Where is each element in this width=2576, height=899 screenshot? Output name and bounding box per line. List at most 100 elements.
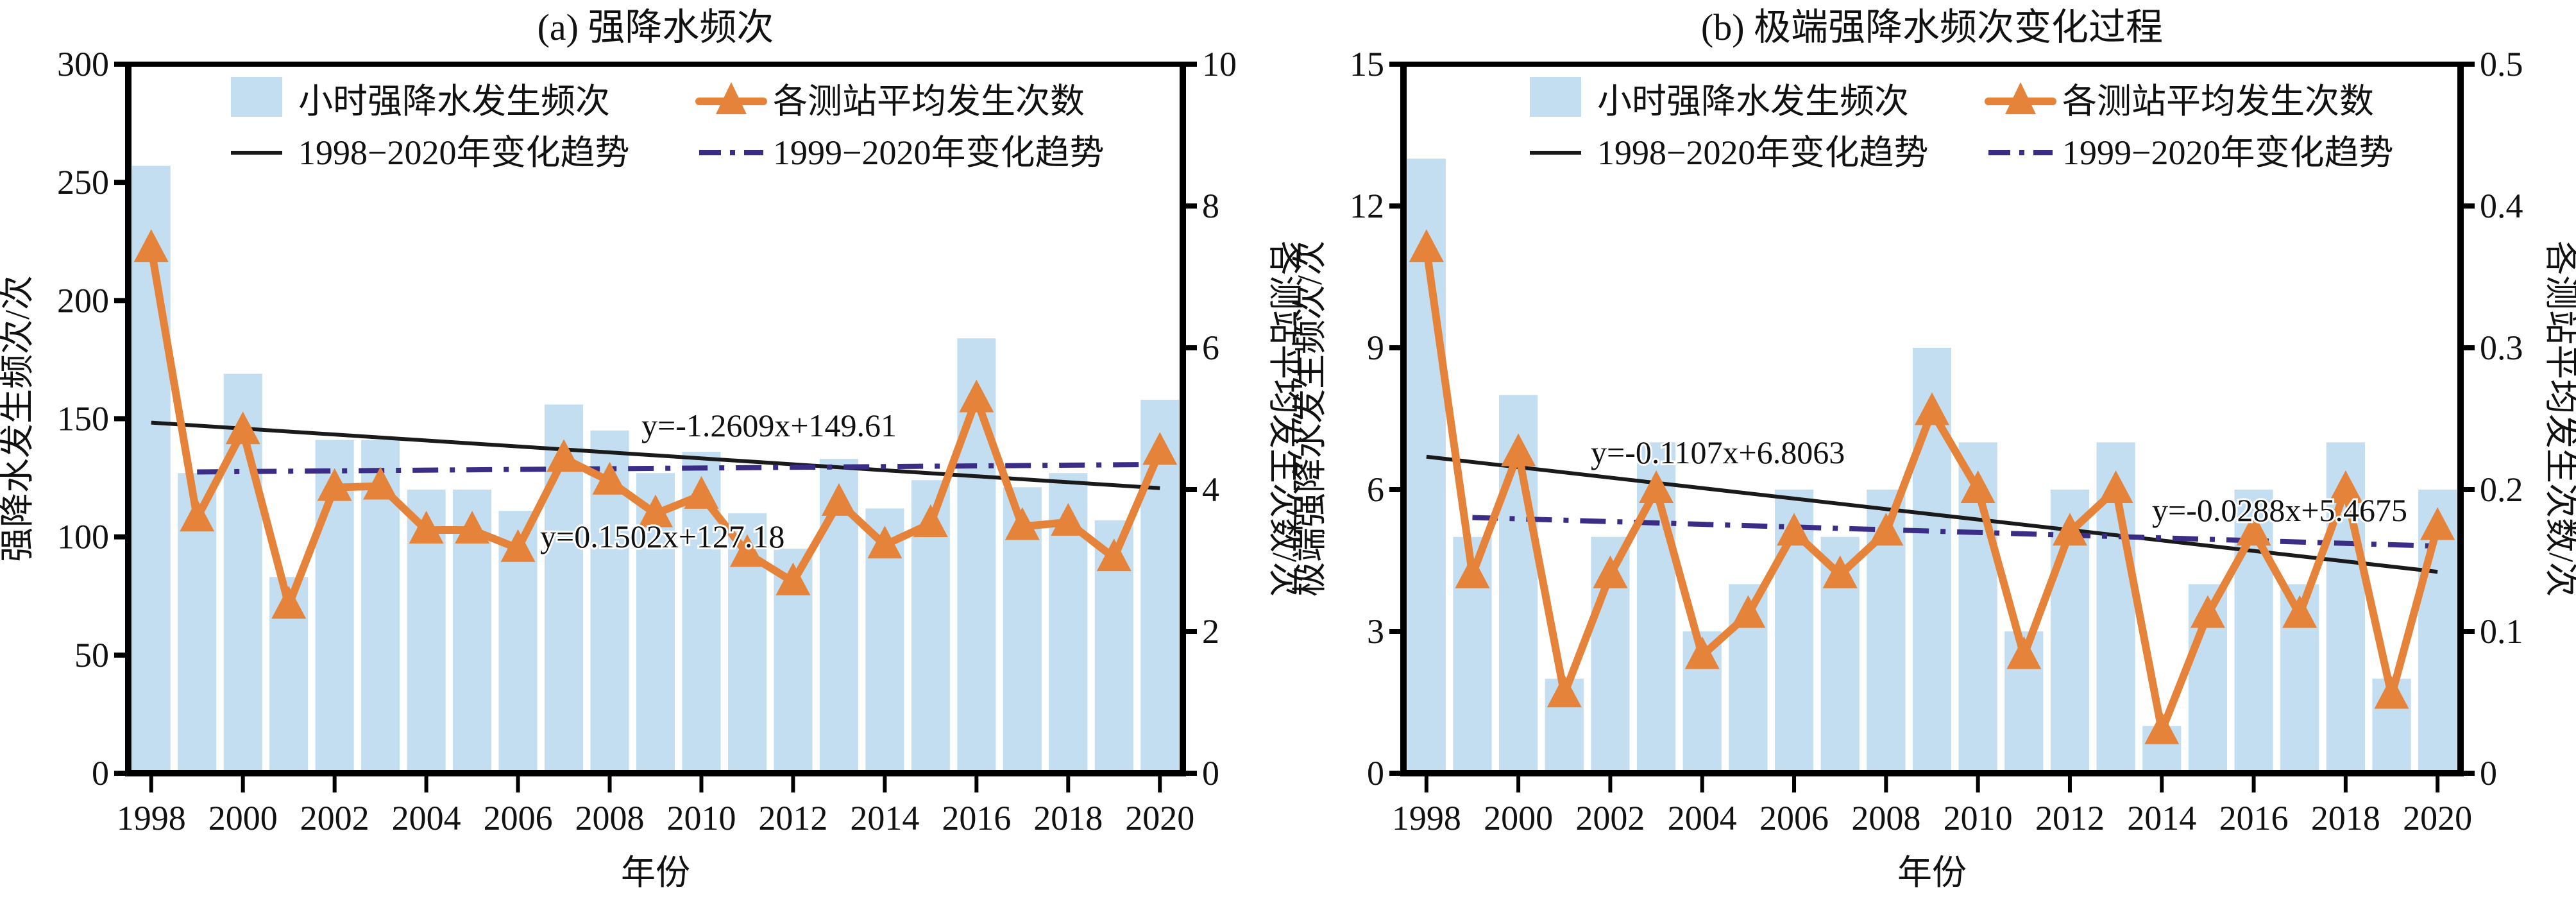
point-2010 [684,475,719,509]
chart-title: (a) 强降水频次 [538,6,774,48]
point-2002 [317,468,352,501]
x-tick-label: 2008 [575,799,645,837]
point-2005 [455,510,490,544]
point-2012 [775,562,811,595]
point-2018 [2328,470,2363,503]
point-2013 [2098,470,2133,503]
point-2004 [1684,636,1720,669]
x-tick-label: 2014 [2127,799,2196,837]
y2-tick-label: 4 [1202,470,1219,509]
y-tick-label: 200 [57,281,109,320]
point-2001 [1546,674,1582,708]
chart-b: (b) 极端强降水频次变化过程 y=-0.1107x+6.8063 y=-0.028… [1291,6,2576,892]
y-axis-title: 极端强降水发生频次/次 [1291,241,1329,597]
point-1999 [1455,555,1490,588]
y-tick-label: 0 [92,754,109,792]
y2-axis-title: 各测站平均发生次数/次 [1266,241,1304,597]
y-tick-label: 50 [74,636,109,674]
point-2014 [2144,711,2180,744]
point-2019 [2374,676,2409,709]
point-2005 [1731,595,1766,628]
x-tick-label: 2002 [1575,799,1645,837]
trend-line-1998-2020 [151,420,1160,490]
legend-trend-full-label: 1998−2020年变化趋势 [298,133,629,172]
y-tick-label: 15 [1350,45,1384,83]
y-tick-label: 100 [57,518,109,556]
x-tick-label: 1998 [117,799,186,837]
point-2007 [1822,555,1858,588]
x-tick-label: 2000 [208,799,278,837]
point-2006 [1777,513,1812,546]
chart-title: (b) 极端强降水频次变化过程 [1701,6,2163,48]
point-2015 [913,504,948,538]
y-tick-label: 3 [1367,612,1384,651]
point-1999 [180,499,215,532]
point-2000 [225,411,260,445]
y-axis-title: 强降水发生频次/次 [0,275,37,562]
legend-bar-swatch [231,77,282,117]
equation-label-1999-2020: y=0.1502x+127.18 [540,518,784,554]
point-2013 [821,483,856,516]
point-2011 [729,534,765,567]
bar-series [1407,158,2457,774]
point-2014 [867,526,902,559]
y2-tick-label: 0 [2480,754,2497,792]
point-2008 [592,461,627,495]
y2-tick-label: 0.4 [2480,187,2523,225]
y-tick-label: 250 [57,163,109,201]
point-2007 [547,439,582,472]
point-2012 [2052,513,2087,546]
point-2008 [1868,513,1904,546]
y-tick-label: 9 [1367,329,1384,367]
y2-tick-label: 0.5 [2480,45,2523,83]
x-tick-label: 2012 [758,799,827,837]
point-2006 [500,529,536,562]
y2-tick-label: 0 [1202,754,1219,792]
x-tick-label: 2006 [1759,799,1829,837]
point-2017 [1004,507,1040,540]
y-tick-label: 300 [57,45,109,83]
legend-trend-partial-label: 1999−2020年变化趋势 [773,133,1104,172]
legend-triangle-icon [2005,82,2036,114]
legend: 小时强降水发生频次 各测站平均发生次数 1998−2020年变化趋势 1999−202… [231,77,1104,172]
equation-label-1998-2020: y=-0.1107x+6.8063 [1591,434,1845,470]
x-tick-label: 2016 [942,799,1011,837]
equation-label-1998-2020: y=-1.2609x+149.61 [641,407,897,443]
x-tick-label: 2002 [300,799,369,837]
chart-a: (a) 强降水频次 y=-1.2609x+149.61 y=0.1502x+127.… [0,6,1304,892]
x-tick-label: 2000 [1484,799,1553,837]
y2-axis-title: 各测站平均发生次数/次 [2542,241,2576,597]
x-axis-title: 年份 [621,853,690,892]
x-tick-label: 2006 [484,799,553,837]
point-2019 [1096,538,1131,572]
legend-trend-partial-label: 1999−2020年变化趋势 [2062,133,2393,172]
point-2020 [2420,507,2455,540]
y2-tick-label: 6 [1202,329,1219,367]
x-tick-label: 2010 [666,799,736,837]
point-2011 [2006,636,2042,669]
point-2016 [2236,513,2271,546]
point-2020 [1142,432,1178,465]
y2-tick-label: 0.1 [2480,612,2523,651]
y2-tick-label: 8 [1202,187,1219,225]
point-2001 [271,586,307,619]
point-2004 [409,510,444,544]
legend-bar-label: 小时强降水发生频次 [1597,82,1909,121]
y-tick-label: 150 [57,400,109,438]
x-tick-label: 2010 [1944,799,2013,837]
x-axis-title: 年份 [1897,853,1967,892]
point-2010 [1960,470,1996,503]
y2-tick-label: 10 [1202,45,1237,83]
point-2016 [959,379,994,413]
point-2003 [363,467,398,500]
y2-tick-label: 0.3 [2480,329,2523,367]
legend-trend-full-label: 1998−2020年变化趋势 [1597,133,1928,172]
x-tick-label: 2016 [2219,799,2289,837]
point-1998 [1409,229,1444,262]
y-tick-label: 12 [1350,187,1384,225]
point-2003 [1639,470,1674,503]
y-tick-label: 6 [1367,470,1384,509]
equation-label-1999-2020: y=-0.0288x+5.4675 [2152,492,2407,528]
legend: 小时强降水发生频次 各测站平均发生次数 1998−2020年变化趋势 1999−202… [1530,77,2393,172]
x-tick-label: 2020 [2403,799,2472,837]
